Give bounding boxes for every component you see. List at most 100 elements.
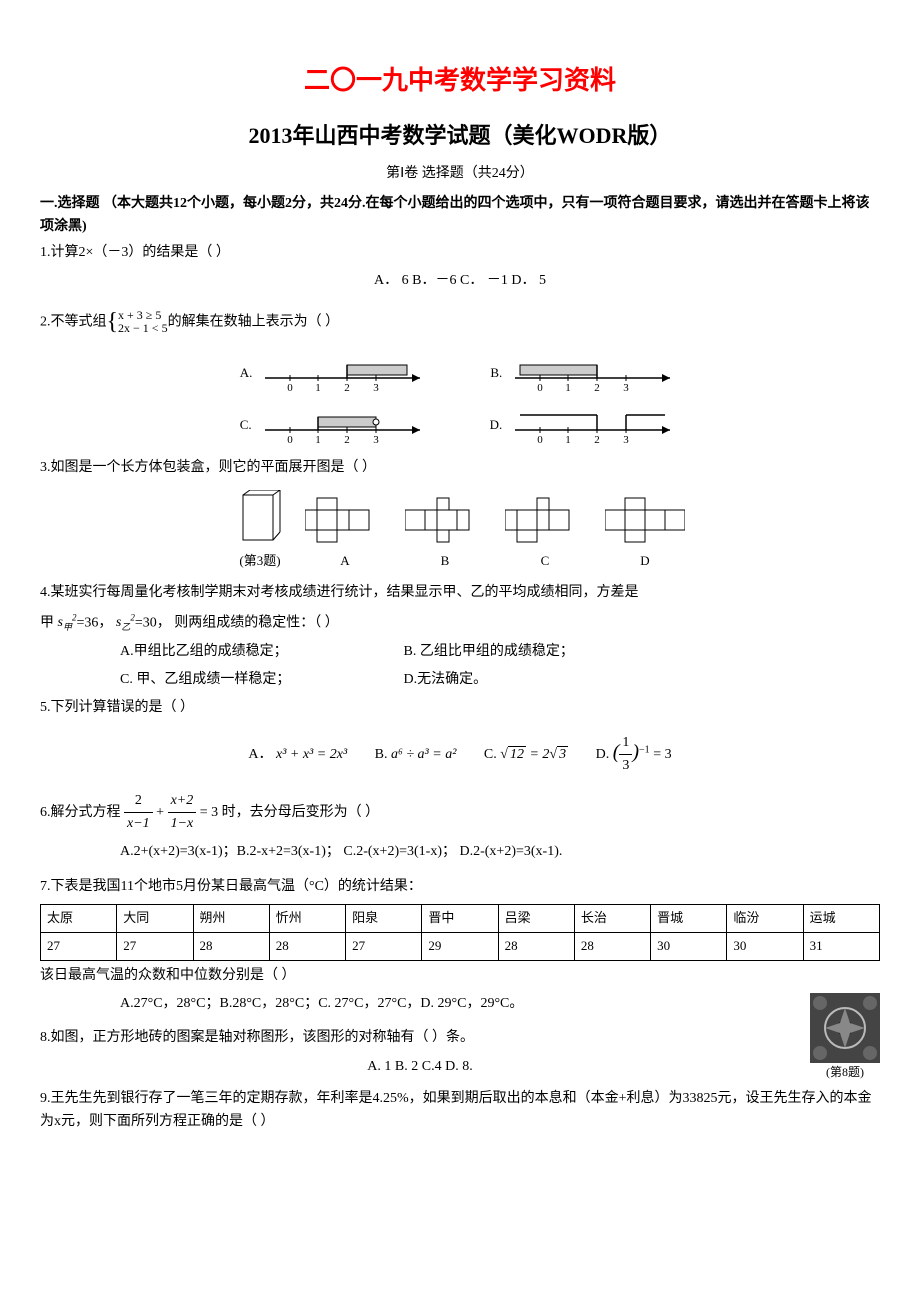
q5-opt-c: C. √12 = 2√3: [484, 744, 568, 766]
table-cell: 运城: [803, 905, 879, 933]
table-cell: 31: [803, 932, 879, 960]
svg-text:1: 1: [315, 434, 321, 445]
q2-inequality: x + 3 ≥ 52x − 1 < 5: [118, 309, 168, 335]
numberline-c: 0 1 2 3: [260, 405, 430, 445]
q4-opt-d: D.无法确定。: [404, 672, 488, 687]
question-7: 7.下表是我国11个地市5月份某日最高气温（°C）的统计结果：: [40, 876, 880, 898]
q8-caption: (第8题): [810, 1063, 880, 1082]
q2-diagrams: A. 0 1 2 3 B. 0 1 2: [40, 353, 880, 393]
net-c: [505, 495, 585, 545]
q1-options: A． 6 B．－6 C． －1 D． 5: [40, 270, 880, 292]
numberline-a: 0 1 2 3: [260, 353, 430, 393]
q6-frac2: x+21−x: [168, 790, 197, 836]
table-cell: 临汾: [727, 905, 803, 933]
net-d: [605, 495, 685, 545]
q6-frac1: 2x−1: [124, 790, 153, 836]
q4-eq1: =36，: [76, 615, 112, 630]
question-8: 8.如图，正方形地砖的图案是轴对称图形，该图形的对称轴有（ ）条。: [40, 1027, 880, 1049]
q3-nets: (第3题) A B C: [40, 490, 880, 573]
svg-text:0: 0: [538, 434, 544, 445]
svg-text:1: 1: [566, 434, 572, 445]
q7-table: 太原 大同 朔州 忻州 阳泉 晋中 吕梁 长治 晋城 临汾 运城 27 27 2…: [40, 904, 880, 961]
question-9: 9.王先生先到银行存了一笔三年的定期存款，年利率是4.25%，如果到期后取出的本…: [40, 1088, 880, 1133]
q4-suffix: 则两组成绩的稳定性：（ ）: [174, 615, 339, 630]
q4-options-row2: C. 甲、乙组成绩一样稳定； D.无法确定。: [40, 669, 880, 691]
net-a: [305, 495, 385, 545]
q8-tile: (第8题): [810, 993, 880, 1082]
section-label: 第Ⅰ卷 选择题（共24分）: [40, 163, 880, 185]
q6-suffix: 时，去分母后变形为（ ）: [222, 805, 380, 820]
q5-opt-d: D. (13)−1 = 3: [596, 732, 672, 778]
q7-text2: 该日最高气温的众数和中位数分别是（ ）: [40, 965, 880, 987]
q4-options-row1: A.甲组比乙组的成绩稳定； B. 乙组比甲组的成绩稳定；: [40, 641, 880, 663]
svg-text:1: 1: [316, 382, 322, 393]
table-cell: 29: [422, 932, 498, 960]
table-cell: 28: [574, 932, 650, 960]
numberline-d: 0 1 2 3: [510, 405, 680, 445]
table-cell: 大同: [117, 905, 193, 933]
q6-eq: = 3: [200, 805, 218, 820]
question-2: 2.不等式组{x + 3 ≥ 52x − 1 < 5的解集在数轴上表示为（ ）: [40, 303, 880, 341]
svg-text:1: 1: [566, 382, 572, 393]
numberline-b: 0 1 2 3: [510, 353, 680, 393]
svg-text:0: 0: [538, 382, 544, 393]
q6-options: A.2+(x+2)=3(x-1)；B.2-x+2=3(x-1)； C.2-(x+…: [40, 841, 880, 863]
table-cell: 28: [498, 932, 574, 960]
q3-opt-d: D: [605, 551, 685, 572]
table-cell: 30: [727, 932, 803, 960]
q5-opt-b: B. a⁶ ÷ a³ = a²: [375, 744, 457, 766]
sub-title: 2013年山西中考数学试题（美化WODR版）: [40, 118, 880, 153]
q4-formula: 甲 s甲2=36， s乙2=30， 则两组成绩的稳定性：（ ）: [40, 611, 880, 635]
q4-s2: s乙2: [116, 615, 135, 630]
q2-label-a: A.: [240, 363, 253, 384]
q2-line2: 2x − 1 < 5: [118, 321, 168, 335]
tile-pattern-icon: [810, 993, 880, 1063]
question-3: 3.如图是一个长方体包装盒，则它的平面展开图是（ ）: [40, 457, 880, 479]
table-cell: 30: [651, 932, 727, 960]
q2-suffix: 的解集在数轴上表示为（ ）: [168, 314, 340, 329]
q6-plus: +: [156, 805, 167, 820]
question-6: 6.解分式方程 2x−1 + x+21−x = 3 时，去分母后变形为（ ）: [40, 790, 880, 836]
q4-opt-a: A.甲组比乙组的成绩稳定；: [120, 641, 400, 663]
table-cell: 长治: [574, 905, 650, 933]
table-cell: 太原: [41, 905, 117, 933]
svg-text:3: 3: [624, 434, 630, 445]
question-4: 4.某班实行每周量化考核制学期末对考核成绩进行统计，结果显示甲、乙的平均成绩相同…: [40, 582, 880, 604]
brace-icon: {: [107, 303, 119, 341]
q2-line1: x + 3 ≥ 5: [118, 308, 161, 322]
net-b: [405, 495, 485, 545]
q4-opt-c: C. 甲、乙组成绩一样稳定；: [120, 669, 400, 691]
svg-text:2: 2: [595, 434, 601, 445]
svg-text:2: 2: [595, 382, 601, 393]
q2-label-b: B.: [490, 363, 502, 384]
table-cell: 27: [346, 932, 422, 960]
table-cell: 27: [41, 932, 117, 960]
svg-text:0: 0: [287, 434, 293, 445]
svg-text:3: 3: [373, 434, 379, 445]
svg-text:3: 3: [374, 382, 380, 393]
q5-opt-a: A． x³ + x³ = 2x³: [248, 744, 347, 766]
q2-label-c: C.: [240, 415, 252, 436]
q3-opt-c: C: [505, 551, 585, 572]
q4-s1: s甲2: [58, 615, 77, 630]
instructions: 一.选择题 （本大题共12个小题，每小题2分，共24分.在每个小题给出的四个选项…: [40, 193, 880, 238]
table-cell: 阳泉: [346, 905, 422, 933]
table-cell: 晋城: [651, 905, 727, 933]
q3-opt-b: B: [405, 551, 485, 572]
q4-prefix: 甲: [40, 615, 54, 630]
svg-text:2: 2: [345, 382, 351, 393]
q2-prefix: 2.不等式组: [40, 314, 107, 329]
svg-text:2: 2: [344, 434, 350, 445]
q8-options: A. 1 B. 2 C.4 D. 8.: [40, 1056, 880, 1078]
q7-temps-row: 27 27 28 28 27 29 28 28 30 30 31: [41, 932, 880, 960]
q2-diagrams-row2: C. 0 1 2 3 D.: [40, 405, 880, 445]
table-cell: 28: [193, 932, 269, 960]
q4-eq2: =30，: [135, 615, 171, 630]
q7-options: A.27°C，28°C；B.28°C，28°C；C. 27°C，27°C，D. …: [40, 993, 880, 1015]
q5-options: A． x³ + x³ = 2x³ B. a⁶ ÷ a³ = a² C. √12 …: [40, 732, 880, 778]
q7-cities-row: 太原 大同 朔州 忻州 阳泉 晋中 吕梁 长治 晋城 临汾 运城: [41, 905, 880, 933]
q4-opt-b: B. 乙组比甲组的成绩稳定；: [404, 644, 574, 659]
table-cell: 忻州: [269, 905, 345, 933]
q3-opt-a: A: [305, 551, 385, 572]
table-cell: 28: [269, 932, 345, 960]
